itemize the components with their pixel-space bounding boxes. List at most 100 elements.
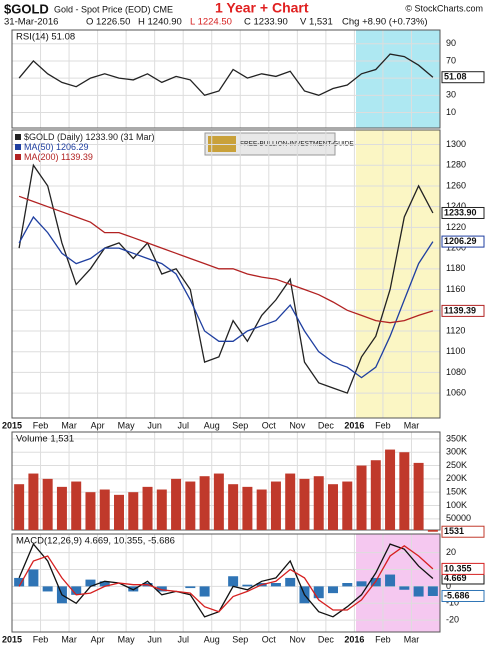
x-tick-label: Feb [375, 420, 391, 430]
bar [256, 489, 267, 530]
bar [156, 586, 167, 592]
bar [42, 586, 53, 592]
y-tick-label: -20 [446, 615, 459, 625]
bar [99, 489, 110, 530]
bar [99, 581, 110, 587]
x-tick-label: Feb [33, 634, 49, 644]
y-tick-label: 1240 [446, 201, 466, 211]
y-tick-label: 1080 [446, 367, 466, 377]
panel-frame [11, 533, 441, 633]
legend-swatch [15, 134, 21, 140]
legend-swatch [15, 154, 21, 160]
highlight-price [356, 130, 440, 418]
y-tick-label: 10 [446, 107, 456, 117]
x-tick-label: Nov [289, 634, 306, 644]
bar [413, 586, 424, 597]
symbol: $GOLD [4, 1, 49, 16]
last-value-label: 4.669 [444, 573, 467, 583]
bar [185, 481, 196, 530]
series-line [18, 215, 434, 379]
bar [427, 586, 438, 596]
y-tick-label: 250K [446, 460, 467, 470]
bar [356, 581, 367, 587]
bar [85, 579, 96, 587]
y-tick-label: 300K [446, 447, 467, 457]
y-tick-label: 150K [446, 487, 467, 497]
y-tick-label: 1300 [446, 139, 466, 149]
last-value-label: 10.355 [444, 563, 472, 573]
bar [213, 473, 224, 530]
bar [156, 489, 167, 530]
y-tick-label: 20 [446, 547, 456, 557]
x-tick-label: May [118, 634, 136, 644]
bar [427, 530, 438, 532]
y-tick-label: 1060 [446, 388, 466, 398]
y-tick-label: 1120 [446, 325, 465, 335]
credit: © StockCharts.com [405, 3, 483, 13]
bar [270, 481, 281, 530]
y-tick-label: 1180 [446, 263, 465, 273]
y-tick-label: 50000 [446, 513, 471, 523]
bar [14, 577, 25, 587]
bar [328, 484, 338, 530]
bar [313, 476, 324, 530]
logo-box [204, 132, 336, 156]
series-line [18, 195, 434, 324]
x-tick-label: 2015 [2, 420, 22, 430]
bar [185, 586, 196, 589]
y-tick-label: -10 [446, 598, 459, 608]
bar [270, 583, 281, 587]
y-tick-label: 1160 [446, 284, 465, 294]
bar [128, 586, 139, 592]
x-tick-label: Mar [61, 634, 77, 644]
x-tick-label: Oct [262, 634, 277, 644]
y-tick-label: 30 [446, 90, 456, 100]
last-value-label: 1139.39 [444, 305, 476, 315]
bar [199, 476, 210, 530]
last-value-box [441, 589, 485, 602]
x-tick-label: Mar [404, 634, 420, 644]
x-tick-label: Jul [177, 634, 189, 644]
x-tick-label: Dec [318, 420, 335, 430]
bar [342, 583, 353, 587]
y-tick-label: 200K [446, 473, 467, 483]
symbol-name: Gold - Spot Price (EOD) CME [54, 4, 173, 14]
legend-label: MA(200) 1139.39 [24, 152, 93, 162]
y-tick-label: 70 [446, 55, 456, 65]
x-tick-label: 2015 [2, 634, 22, 644]
y-tick-label: 0 [446, 581, 451, 591]
legend-swatch [15, 144, 21, 150]
bar [356, 465, 367, 530]
bar [14, 484, 25, 530]
x-tick-label: Feb [375, 634, 391, 644]
bar [228, 576, 239, 587]
bar [128, 492, 139, 530]
x-tick-label: Aug [204, 420, 220, 430]
series-line [18, 163, 434, 394]
logo-icon [208, 136, 236, 152]
series-line [18, 545, 434, 613]
x-tick-label: Jun [147, 634, 162, 644]
quote-item: O 1226.50 [86, 17, 130, 28]
y-tick-label: 1260 [446, 180, 466, 190]
bar [342, 481, 353, 530]
bar [142, 486, 153, 530]
y-tick-label: 100K [446, 500, 467, 510]
x-tick-label: Oct [262, 420, 277, 430]
last-value-label: 1531 [444, 526, 464, 536]
last-value-box [441, 235, 485, 248]
bar [413, 462, 424, 530]
bar [42, 478, 53, 530]
last-value-box [441, 562, 485, 575]
bar [114, 494, 124, 530]
quote-item: L 1224.50 [190, 17, 232, 28]
bar [28, 569, 39, 587]
last-value-label: 1233.90 [444, 207, 477, 217]
x-tick-label: Sep [232, 634, 248, 644]
last-value-box [441, 71, 485, 84]
panel-title: MACD(12,26,9) 4.669, 10.355, -5.686 [16, 536, 175, 547]
bar [56, 486, 67, 530]
x-tick-label: Jun [147, 420, 162, 430]
